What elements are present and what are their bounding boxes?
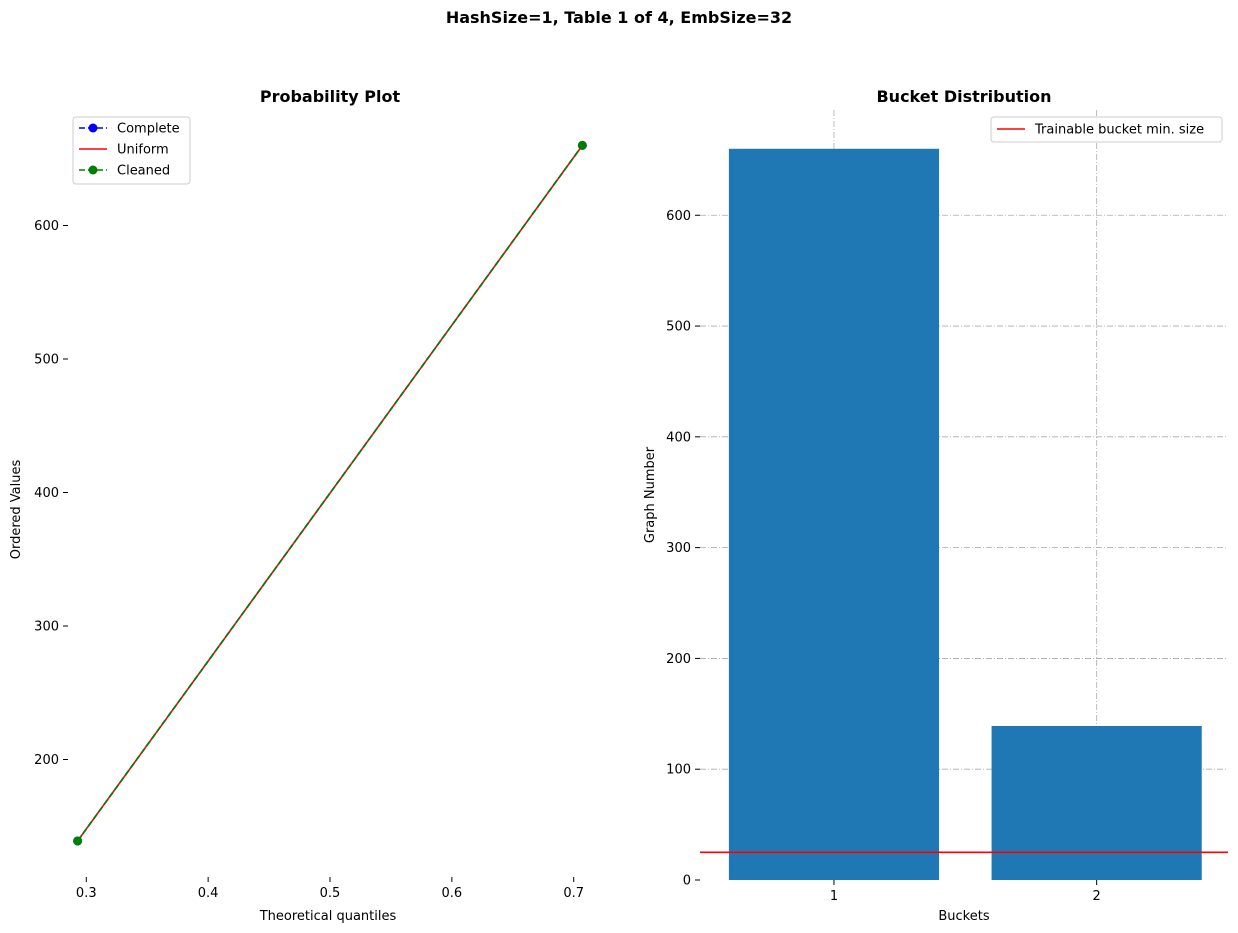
series-cleaned [73, 140, 587, 846]
x-tick-label: 0.4 [198, 886, 219, 901]
bucket-distribution-title: Bucket Distribution [876, 87, 1051, 106]
x-tick-label: 2 [1093, 889, 1101, 904]
legend-frame [990, 116, 1223, 143]
legend: Trainable bucket min. size [990, 116, 1223, 143]
y-axis-label: Graph Number [643, 446, 658, 543]
y-tick-label: 400 [666, 430, 691, 445]
x-axis-label: Buckets [938, 909, 989, 924]
legend: Complete Uniform Cleaned [72, 116, 191, 185]
y-tick-label: 300 [666, 541, 691, 556]
x-tick-label: 0.3 [76, 886, 97, 901]
legend-label: Complete [117, 122, 180, 137]
x-tick-label: 0.7 [563, 886, 584, 901]
y-tick-label: 500 [666, 320, 691, 335]
x-tick-label: 0.5 [320, 886, 341, 901]
bar-bucket-2 [991, 726, 1202, 880]
x-axis-label: Theoretical quantiles [259, 909, 397, 924]
y-tick-label: 100 [666, 763, 691, 778]
legend-label: Uniform [117, 143, 169, 158]
y-tick-label: 500 [34, 352, 59, 367]
probability-plot-axes: Probability Plot 0.3 0.4 0.5 0.6 0.7 200 300 400… [9, 87, 587, 924]
data-point [577, 140, 587, 150]
y-tick-label: 400 [34, 486, 59, 501]
y-tick-label: 600 [666, 209, 691, 224]
y-axis-label: Ordered Values [9, 460, 24, 560]
x-tick-label: 1 [830, 889, 838, 904]
y-tick-label: 300 [34, 620, 59, 635]
legend-entry: Uniform [79, 143, 169, 158]
bar-bucket-1 [728, 148, 940, 880]
legend-swatch-marker [88, 165, 98, 175]
y-tick-label: 200 [666, 652, 691, 667]
probability-plot-title: Probability Plot [260, 87, 401, 106]
series-line [76, 144, 584, 842]
legend-frame [72, 116, 191, 185]
legend-label: Cleaned [117, 164, 170, 179]
y-tick-label: 200 [34, 753, 59, 768]
legend-label: Trainable bucket min. size [1034, 123, 1204, 138]
y-tick-label: 600 [34, 219, 59, 234]
figure-suptitle: HashSize=1, Table 1 of 4, EmbSize=32 [445, 8, 793, 27]
legend-entry: Cleaned [79, 164, 170, 179]
y-tick-label: 0 [683, 874, 691, 889]
legend-swatch-marker [88, 123, 98, 133]
legend-entry: Complete [79, 122, 180, 137]
bucket-distribution-axes: Bucket Distribution 0 100 200 300 400 500 600 1 2… [643, 87, 1228, 924]
data-point [73, 836, 83, 846]
x-tick-label: 0.6 [442, 886, 463, 901]
